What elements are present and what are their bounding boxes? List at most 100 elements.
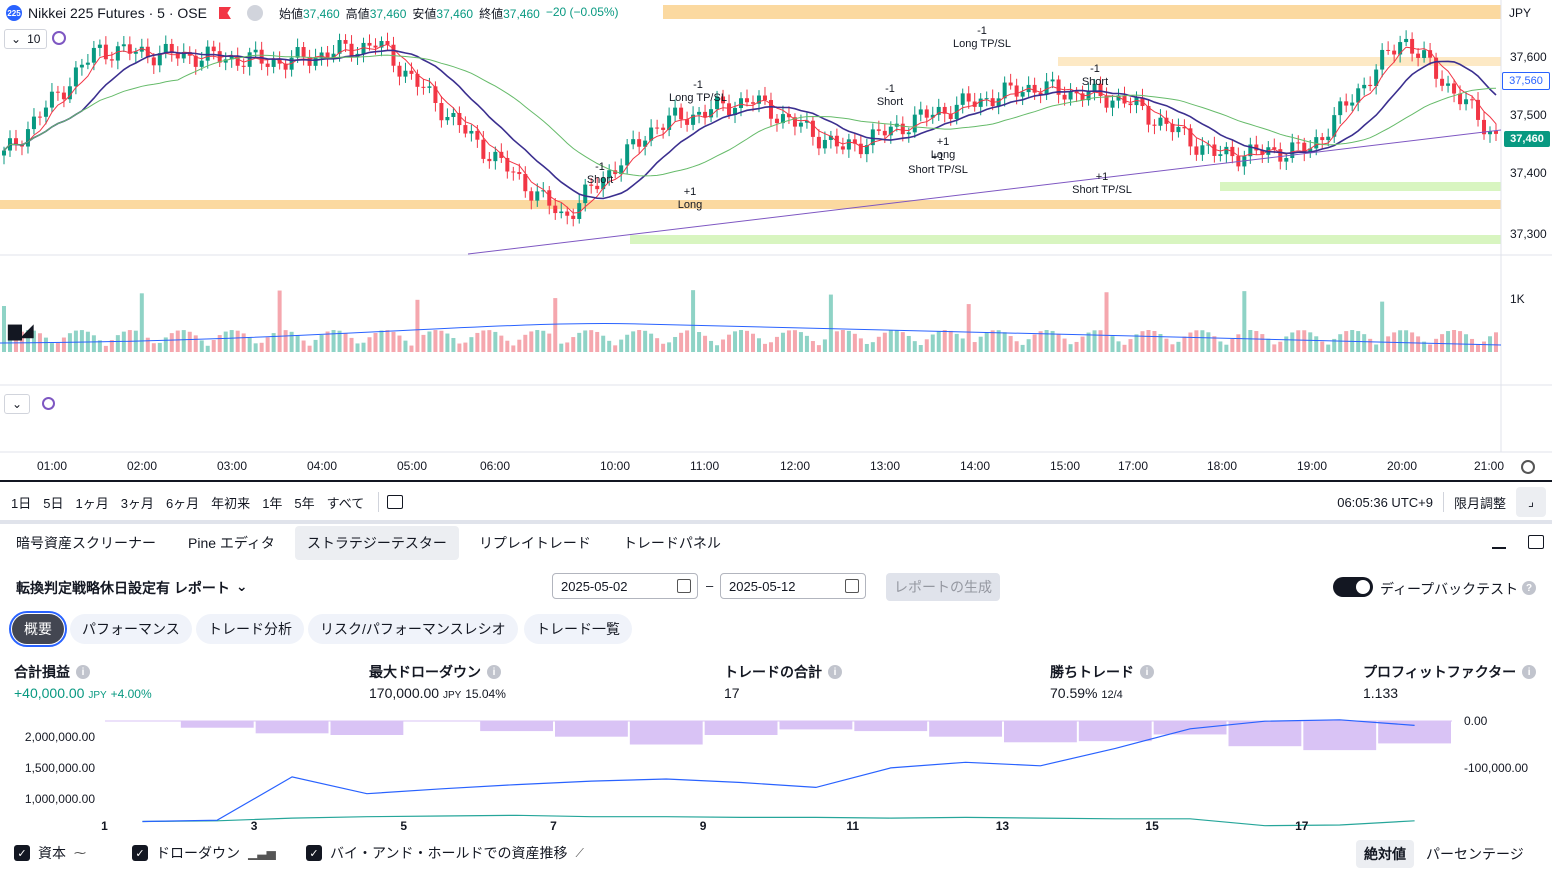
candle [625,138,630,174]
candle [1296,135,1301,151]
volume-bar [445,333,450,352]
volume-bar [235,330,240,352]
support-zone [630,235,1501,244]
currency-label[interactable]: JPY [1509,6,1532,20]
volume-bar [936,331,941,352]
tab-replay-trade[interactable]: リプレイトレード [478,535,591,551]
volume-bar [1476,344,1481,352]
maximize-panel-icon[interactable] [1528,535,1544,549]
volume-bar [427,331,432,352]
subtab-risk-ratio[interactable]: リスク/パフォーマンスレシオ [308,614,518,644]
symbol-badge[interactable]: 225 [6,5,22,21]
clock[interactable]: 06:05:36 UTC+9 [1337,494,1433,510]
pane-collapse-button[interactable]: ⌄ [4,394,30,414]
period-1m[interactable]: 1ヶ月 [75,495,109,511]
generate-report-button[interactable]: レポートの生成 [886,573,1000,601]
volume-bar [1122,344,1127,352]
candle [649,119,654,147]
minimize-icon[interactable] [1492,547,1506,549]
equity-right-tick: -100,000.00 [1464,761,1528,775]
candle [1356,83,1361,112]
volume-bar [1134,334,1139,352]
candle [241,58,246,74]
subtab-trade-list[interactable]: トレード一覧 [524,614,632,644]
support-zone [0,200,1501,209]
candle [505,150,510,179]
contract-adjust-button[interactable]: 限月調整 [1453,495,1506,511]
period-6m[interactable]: 6ヶ月 [165,495,200,511]
report-title[interactable]: 転換判定戦略休日設定有 レポート ⌄ [16,578,248,596]
legend-equity[interactable]: ✓ 資本 ⁓ [14,843,86,863]
equity-left-tick: 1,000,000.00 [25,792,95,806]
volume-bar [1290,332,1295,352]
volume-bar [223,331,228,352]
tab-crypto-screener[interactable]: 暗号資産スクリーナー [16,535,156,551]
date-from-field[interactable]: 2025-05-02 [552,573,698,599]
candle [655,119,660,135]
panel-separator[interactable] [0,520,1552,524]
indicator-collapse[interactable]: ⌄ 10 [4,29,48,49]
svg-text:Short: Short [587,174,613,186]
hide-icon[interactable] [246,5,263,21]
equity-left-tick: 2,000,000.00 [25,730,95,744]
symbol-title[interactable]: Nikkei 225 Futures · 5 · OSE [28,5,207,21]
candle [972,92,977,112]
tab-strategy-tester[interactable]: ストラテジーテスター [294,526,459,560]
volume-bar [1164,338,1169,352]
mode-percent-button[interactable]: パーセンテージ [1426,846,1524,862]
equity-chart[interactable]: 2,000,000.00 1,500,000.00 1,000,000.00 0.00… [0,712,1552,842]
candle [451,107,456,126]
mode-absolute-button[interactable]: 絶対値 [1356,840,1414,868]
candle [996,92,1001,115]
tab-trade-panel[interactable]: トレードパネル [622,535,721,551]
volume-bar [553,298,558,352]
candle [577,194,582,224]
period-ytd[interactable]: 年初来 [211,495,251,511]
period-5y[interactable]: 5年 [294,495,315,511]
candle [1350,94,1355,112]
candle [73,61,78,95]
volume-bar [1260,334,1265,352]
candle [169,38,174,62]
volume-bar [966,304,971,352]
candle [1176,118,1181,138]
legend-drawdown[interactable]: ✓ ドローダウン ▁▃▅ [132,843,276,863]
equity-x-tick: 3 [251,819,258,833]
calendar-range-icon[interactable] [387,495,404,509]
volume-bar [31,330,36,352]
volume-bar [91,335,96,352]
volume-bar [619,339,624,352]
subtab-performance[interactable]: パフォーマンス [70,614,192,644]
tab-pine-editor[interactable]: Pine エディタ [188,535,275,551]
volume-bar [870,342,875,352]
volume-bar [739,330,744,352]
help-icon[interactable]: ? [1522,581,1536,595]
volume-bar [19,331,24,352]
period-all[interactable]: すべて [326,495,365,511]
flag-icon[interactable] [218,7,231,19]
subtab-overview[interactable]: 概要 [9,611,67,647]
period-1d[interactable]: 1日 [11,495,32,511]
candle [499,143,504,163]
equity-x-tick: 11 [846,819,859,833]
refresh-icon[interactable] [42,397,55,410]
deep-backtest-toggle[interactable] [1333,577,1373,597]
settings-icon[interactable] [1521,460,1535,474]
period-3m[interactable]: 3ヶ月 [120,495,154,511]
candle [709,100,714,123]
refresh-icon[interactable] [52,31,66,45]
period-5d[interactable]: 5日 [43,495,64,511]
candle [810,116,815,146]
date-to-field[interactable]: 2025-05-12 [720,573,866,599]
subtab-trade-analysis[interactable]: トレード分析 [196,614,304,644]
maximize-icon[interactable]: ⌟ [1516,487,1546,517]
volume-bar [637,330,642,352]
volume-bar [762,343,767,352]
candle [703,104,708,125]
legend-buy-hold[interactable]: ✓ バイ・アンド・ホールドでの資産推移 ⟋ [306,843,584,863]
candle [523,166,528,198]
period-1y[interactable]: 1年 [262,495,283,511]
